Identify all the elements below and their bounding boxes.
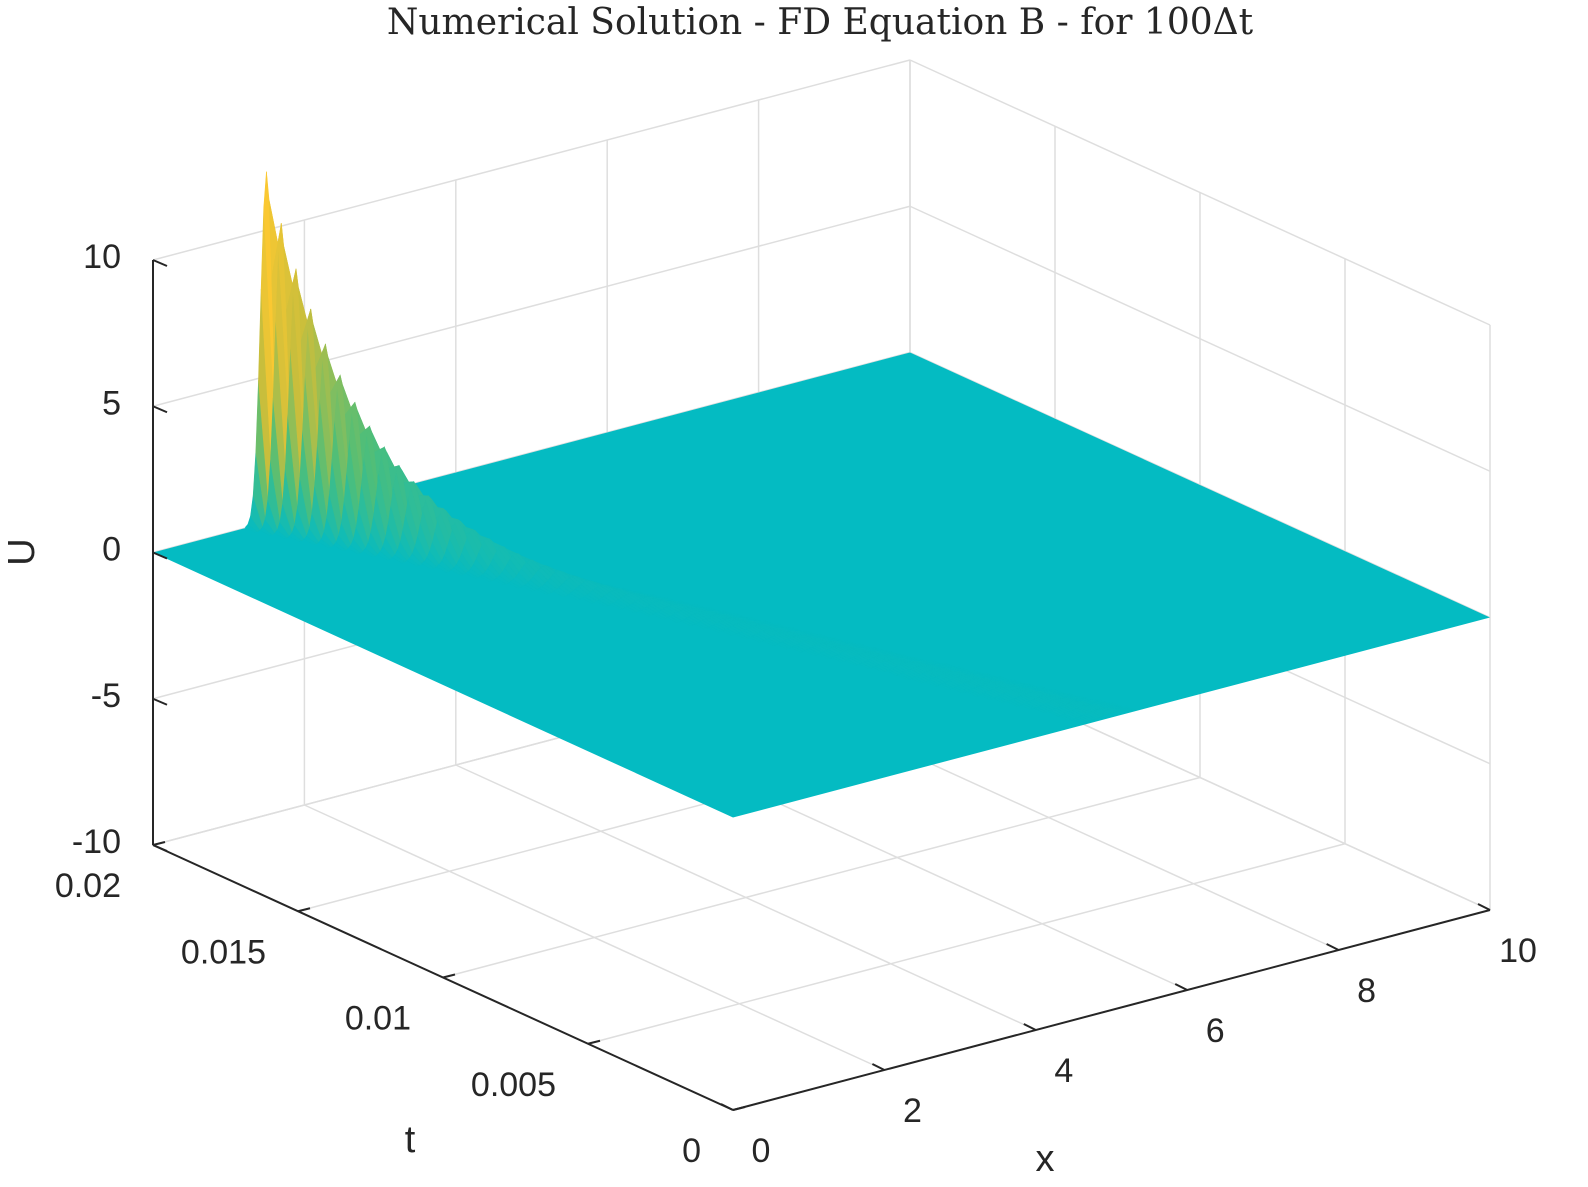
x-tick-label: 4	[1054, 1052, 1073, 1090]
surface-plane	[153, 352, 1490, 818]
x-tick	[1477, 903, 1491, 911]
x-tick	[871, 1063, 885, 1071]
x-axis-line	[732, 909, 1491, 1111]
grid-line-z	[152, 59, 911, 261]
u-tick-label: -5	[91, 677, 121, 715]
x-tick-label: 10	[1499, 932, 1537, 970]
x-tick	[1326, 943, 1340, 951]
x-tick-label: 6	[1206, 1012, 1225, 1050]
u-tick-label: 5	[102, 384, 121, 422]
x-tick-label: 2	[903, 1092, 922, 1130]
tick-labels: -10 -5 0 5 10 0 0.005 0.01 0.015 0.02 0 2 4 6 8 10	[55, 238, 1537, 1170]
x-tick-label: 8	[1357, 972, 1376, 1010]
surface-mesh	[153, 171, 1490, 818]
t-tick	[587, 1039, 601, 1045]
t-tick	[732, 1106, 746, 1111]
u-tick-label: -10	[72, 823, 121, 861]
t-tick-label: 0.02	[55, 867, 121, 905]
u-tick	[152, 259, 168, 267]
x-tick-label: 0	[752, 1132, 771, 1170]
t-tick-label: 0	[682, 1132, 701, 1170]
x-tick	[1174, 983, 1188, 991]
t-tick	[152, 841, 166, 846]
chart-title: Numerical Solution - FD Equation B - for…	[387, 2, 1254, 43]
t-tick	[442, 973, 456, 979]
t-tick-label: 0.015	[181, 933, 266, 971]
t-tick-label: 0.01	[345, 1000, 411, 1038]
t-tick-label: 0.005	[471, 1066, 556, 1104]
u-tick	[152, 697, 168, 706]
u-tick	[152, 405, 168, 414]
t-tick	[297, 907, 311, 913]
x-axis-label: x	[1036, 1138, 1055, 1180]
surface-patch	[1122, 705, 1138, 711]
grid-line-t	[587, 843, 1346, 1045]
u-tick	[152, 551, 168, 560]
u-tick-label: 10	[83, 238, 121, 276]
u-axis-label: U	[1, 538, 43, 565]
axes	[152, 259, 1491, 1111]
u-tick	[152, 844, 168, 852]
x-tick	[720, 1103, 734, 1111]
x-tick	[1023, 1023, 1037, 1031]
grid-line-t	[442, 776, 1201, 979]
u-tick-label: 0	[102, 531, 121, 569]
t-axis-label: t	[405, 1119, 416, 1161]
